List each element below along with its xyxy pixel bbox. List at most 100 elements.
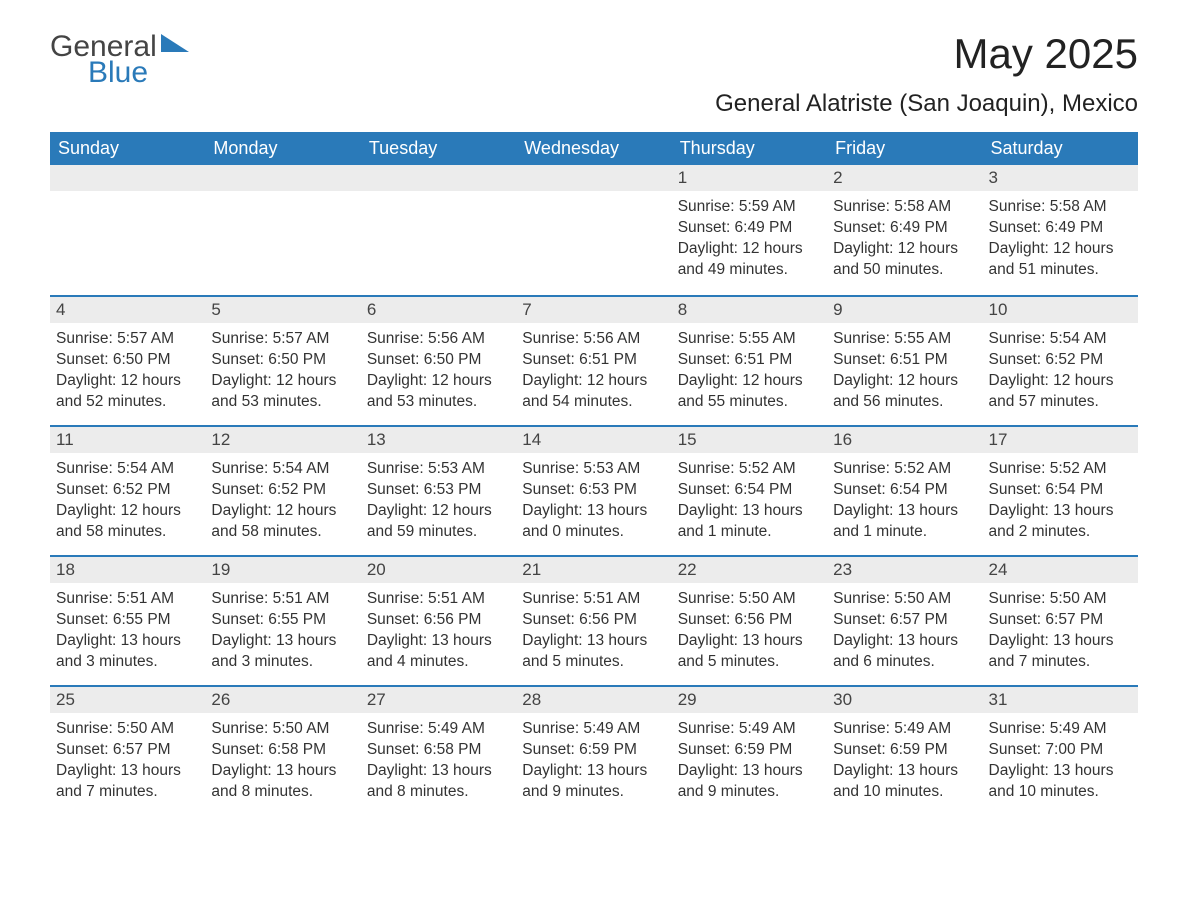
day-body: Sunrise: 5:53 AMSunset: 6:53 PMDaylight:… [516,453,671,553]
sunrise-text: Sunrise: 5:49 AM [989,719,1132,740]
sunset-text: Sunset: 6:57 PM [833,610,976,631]
day-body: Sunrise: 5:54 AMSunset: 6:52 PMDaylight:… [205,453,360,553]
sunset-text: Sunset: 6:56 PM [678,610,821,631]
calendar-day-cell [50,165,205,295]
sunset-text: Sunset: 6:49 PM [989,218,1132,239]
calendar-day-cell: 22Sunrise: 5:50 AMSunset: 6:56 PMDayligh… [672,555,827,685]
day-number: 6 [361,295,516,323]
day-body: Sunrise: 5:52 AMSunset: 6:54 PMDaylight:… [983,453,1138,553]
day-number: 7 [516,295,671,323]
day-body: Sunrise: 5:58 AMSunset: 6:49 PMDaylight:… [983,191,1138,291]
day-body: Sunrise: 5:55 AMSunset: 6:51 PMDaylight:… [827,323,982,423]
daylight-text: Daylight: 13 hours and 9 minutes. [522,761,665,803]
sunset-text: Sunset: 6:51 PM [522,350,665,371]
calendar-day-cell: 7Sunrise: 5:56 AMSunset: 6:51 PMDaylight… [516,295,671,425]
day-body: Sunrise: 5:54 AMSunset: 6:52 PMDaylight:… [983,323,1138,423]
daylight-text: Daylight: 13 hours and 1 minute. [678,501,821,543]
calendar-day-cell: 2Sunrise: 5:58 AMSunset: 6:49 PMDaylight… [827,165,982,295]
daylight-text: Daylight: 12 hours and 50 minutes. [833,239,976,281]
day-body: Sunrise: 5:52 AMSunset: 6:54 PMDaylight:… [672,453,827,553]
sunrise-text: Sunrise: 5:53 AM [367,459,510,480]
empty-day [516,165,671,191]
calendar-day-cell: 10Sunrise: 5:54 AMSunset: 6:52 PMDayligh… [983,295,1138,425]
sunset-text: Sunset: 6:53 PM [522,480,665,501]
day-body: Sunrise: 5:51 AMSunset: 6:55 PMDaylight:… [205,583,360,683]
day-body: Sunrise: 5:49 AMSunset: 7:00 PMDaylight:… [983,713,1138,813]
sunset-text: Sunset: 6:56 PM [522,610,665,631]
sunset-text: Sunset: 6:50 PM [367,350,510,371]
daylight-text: Daylight: 13 hours and 7 minutes. [989,631,1132,673]
day-number: 24 [983,555,1138,583]
day-number: 8 [672,295,827,323]
day-body: Sunrise: 5:51 AMSunset: 6:56 PMDaylight:… [516,583,671,683]
weekday-header: Friday [827,132,982,165]
day-number: 1 [672,165,827,191]
calendar-day-cell: 26Sunrise: 5:50 AMSunset: 6:58 PMDayligh… [205,685,360,815]
sunrise-text: Sunrise: 5:49 AM [522,719,665,740]
daylight-text: Daylight: 13 hours and 3 minutes. [211,631,354,673]
sunrise-text: Sunrise: 5:54 AM [211,459,354,480]
daylight-text: Daylight: 13 hours and 9 minutes. [678,761,821,803]
calendar-day-cell: 9Sunrise: 5:55 AMSunset: 6:51 PMDaylight… [827,295,982,425]
sunrise-text: Sunrise: 5:49 AM [678,719,821,740]
sunrise-text: Sunrise: 5:51 AM [211,589,354,610]
sunset-text: Sunset: 6:54 PM [833,480,976,501]
day-body: Sunrise: 5:58 AMSunset: 6:49 PMDaylight:… [827,191,982,291]
day-number: 31 [983,685,1138,713]
sunset-text: Sunset: 6:54 PM [989,480,1132,501]
daylight-text: Daylight: 12 hours and 53 minutes. [367,371,510,413]
sunrise-text: Sunrise: 5:52 AM [833,459,976,480]
daylight-text: Daylight: 12 hours and 53 minutes. [211,371,354,413]
calendar-day-cell: 14Sunrise: 5:53 AMSunset: 6:53 PMDayligh… [516,425,671,555]
day-body: Sunrise: 5:57 AMSunset: 6:50 PMDaylight:… [50,323,205,423]
weekday-header: Tuesday [361,132,516,165]
day-number: 17 [983,425,1138,453]
daylight-text: Daylight: 13 hours and 5 minutes. [678,631,821,673]
calendar-day-cell: 3Sunrise: 5:58 AMSunset: 6:49 PMDaylight… [983,165,1138,295]
sunset-text: Sunset: 6:50 PM [56,350,199,371]
day-number: 9 [827,295,982,323]
calendar-day-cell: 29Sunrise: 5:49 AMSunset: 6:59 PMDayligh… [672,685,827,815]
sunset-text: Sunset: 6:52 PM [989,350,1132,371]
logo-text-blue: Blue [88,56,157,90]
empty-day [50,165,205,191]
calendar-day-cell: 1Sunrise: 5:59 AMSunset: 6:49 PMDaylight… [672,165,827,295]
logo-triangle-icon [161,34,189,52]
sunrise-text: Sunrise: 5:50 AM [833,589,976,610]
daylight-text: Daylight: 13 hours and 10 minutes. [833,761,976,803]
daylight-text: Daylight: 12 hours and 59 minutes. [367,501,510,543]
sunset-text: Sunset: 6:57 PM [56,740,199,761]
calendar-day-cell: 6Sunrise: 5:56 AMSunset: 6:50 PMDaylight… [361,295,516,425]
day-body: Sunrise: 5:50 AMSunset: 6:57 PMDaylight:… [983,583,1138,683]
daylight-text: Daylight: 12 hours and 51 minutes. [989,239,1132,281]
calendar-day-cell [361,165,516,295]
weekday-header: Monday [205,132,360,165]
day-body: Sunrise: 5:50 AMSunset: 6:58 PMDaylight:… [205,713,360,813]
sunset-text: Sunset: 6:51 PM [678,350,821,371]
calendar-day-cell: 13Sunrise: 5:53 AMSunset: 6:53 PMDayligh… [361,425,516,555]
calendar-day-cell [205,165,360,295]
sunset-text: Sunset: 6:50 PM [211,350,354,371]
sunrise-text: Sunrise: 5:58 AM [989,197,1132,218]
day-body: Sunrise: 5:56 AMSunset: 6:50 PMDaylight:… [361,323,516,423]
calendar-day-cell: 15Sunrise: 5:52 AMSunset: 6:54 PMDayligh… [672,425,827,555]
daylight-text: Daylight: 13 hours and 8 minutes. [367,761,510,803]
sunrise-text: Sunrise: 5:55 AM [678,329,821,350]
sunset-text: Sunset: 7:00 PM [989,740,1132,761]
day-number: 12 [205,425,360,453]
sunrise-text: Sunrise: 5:58 AM [833,197,976,218]
day-number: 4 [50,295,205,323]
empty-day [361,165,516,191]
day-number: 23 [827,555,982,583]
day-body: Sunrise: 5:53 AMSunset: 6:53 PMDaylight:… [361,453,516,553]
day-number: 25 [50,685,205,713]
sunrise-text: Sunrise: 5:51 AM [56,589,199,610]
calendar-day-cell: 4Sunrise: 5:57 AMSunset: 6:50 PMDaylight… [50,295,205,425]
weekday-header: Saturday [983,132,1138,165]
daylight-text: Daylight: 13 hours and 6 minutes. [833,631,976,673]
calendar-day-cell: 21Sunrise: 5:51 AMSunset: 6:56 PMDayligh… [516,555,671,685]
sunrise-text: Sunrise: 5:57 AM [56,329,199,350]
sunset-text: Sunset: 6:59 PM [833,740,976,761]
day-number: 27 [361,685,516,713]
day-body: Sunrise: 5:50 AMSunset: 6:57 PMDaylight:… [50,713,205,813]
